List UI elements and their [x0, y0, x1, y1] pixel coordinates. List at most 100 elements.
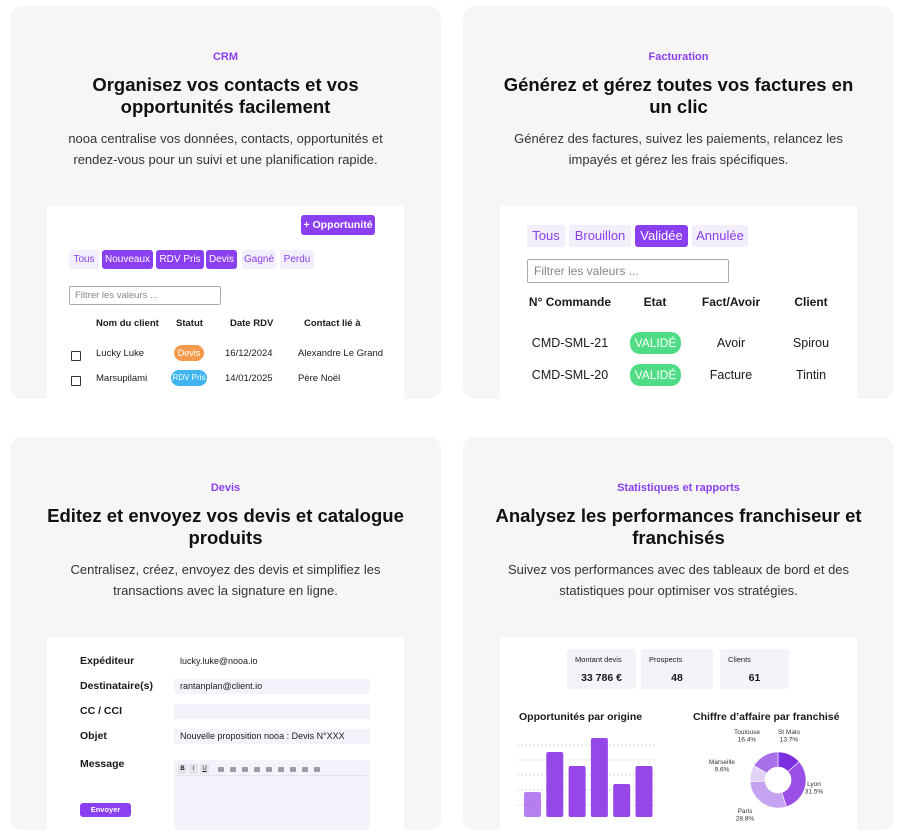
toolbar-icon	[278, 767, 284, 772]
preview-panel: + Opportunité Tous Nouveaux RDV Pris Devis Ga…	[47, 206, 404, 399]
card-title: Analysez les performances franchiseur et…	[495, 505, 862, 548]
filter-tab[interactable]: Tous	[69, 250, 99, 269]
filter-tab[interactable]: Nouveaux	[102, 250, 153, 269]
filter-tab[interactable]: Gagné	[242, 250, 276, 269]
field-label: Message	[80, 758, 125, 770]
table-header: Nom du client	[96, 318, 159, 329]
contact-name: Père Noël	[298, 373, 341, 384]
card-tag: CRM	[212, 51, 239, 63]
bar	[635, 766, 653, 817]
kpi-value: 33 786 €	[581, 672, 622, 684]
field-value[interactable]: rantanplan@client.io	[174, 679, 370, 694]
chart-title: Opportunités par origine	[519, 711, 643, 723]
filter-tab[interactable]: Tous	[527, 225, 565, 247]
kpi-label: Prospects	[649, 655, 683, 664]
toolbar-icon	[230, 767, 236, 772]
row-checkbox[interactable]	[71, 376, 81, 386]
send-button[interactable]: Envoyer	[80, 803, 131, 817]
toolbar-icon	[290, 767, 296, 772]
toolbar-icon	[242, 767, 248, 772]
contact-name: Alexandre Le Grand	[298, 348, 384, 359]
toolbar-icon	[218, 767, 224, 772]
field-value[interactable]: Nouvelle proposition nooa : Devis N°XXX	[174, 729, 370, 744]
feature-card: Devis Editez et envoyez vos devis et cata…	[10, 437, 441, 830]
card-tag: Devis	[210, 482, 241, 494]
field-value[interactable]	[174, 704, 370, 719]
table-header: Contact lié à	[304, 318, 361, 329]
chart-title: Chiffre d’affaire par franchisé	[693, 711, 840, 723]
filter-tab[interactable]: Devis	[206, 250, 237, 269]
status-badge: VALIDÉ	[630, 364, 681, 386]
document-type: Avoir	[716, 336, 746, 350]
bar	[613, 784, 631, 817]
card-description: Suivez vos performances avec des tableau…	[507, 562, 850, 598]
card-description: Générez des factures, suivez les paiemen…	[514, 131, 843, 167]
card-description: nooa centralise vos données, contacts, o…	[68, 131, 383, 167]
filter-tab[interactable]: Brouillon	[569, 225, 631, 247]
rdv-date: 14/01/2025	[225, 373, 273, 384]
status-badge: VALIDÉ	[630, 332, 681, 354]
kpi-value: 48	[671, 672, 683, 684]
feature-card: CRM Organisez vos contacts et vos opportu…	[10, 6, 441, 399]
filter-tab[interactable]: Validée	[635, 225, 688, 247]
field-label: CC / CCI	[80, 705, 122, 717]
card-description: Centralisez, créez, envoyez des devis et…	[70, 562, 381, 598]
table-header: N° Commande	[528, 295, 612, 309]
pie-segment	[753, 751, 779, 774]
table-header: Client	[794, 295, 828, 309]
card-tag: Statistiques et rapports	[617, 482, 740, 494]
filter-tab[interactable]: Annulée	[692, 225, 748, 247]
field-label: Expéditeur	[80, 655, 135, 667]
table-header: Statut	[176, 318, 203, 329]
toolbar-button[interactable]: U	[200, 764, 209, 774]
kpi-label: Clients	[728, 655, 751, 664]
pie-value-label: 28.8%	[736, 816, 755, 823]
kpi-card: Clients 61	[720, 649, 789, 689]
kpi-card: Prospects 48	[641, 649, 713, 689]
pie-value-label: 16.4%	[738, 737, 757, 744]
filter-input[interactable]: Filtrer les valeurs ...	[69, 286, 221, 305]
client-name: Tintin	[795, 368, 827, 382]
feature-card: Facturation Générez et gérez toutes vos f…	[463, 6, 894, 399]
kpi-label: Montant devis	[575, 655, 622, 664]
pie-label: Paris	[738, 808, 754, 815]
filter-tab[interactable]: RDV Pris	[156, 250, 204, 269]
client-name: Marsupilami	[96, 373, 148, 384]
toolbar-icon	[314, 767, 320, 772]
toolbar-button[interactable]: B	[178, 764, 187, 774]
pie-value-label: 9.6%	[715, 767, 730, 774]
add-opportunity-button[interactable]: + Opportunité	[301, 215, 375, 235]
pie-label: Marseille	[709, 759, 735, 766]
pie-segment	[749, 780, 787, 809]
status-badge: Devis	[174, 345, 204, 361]
table-header: Fact/Avoir	[701, 295, 761, 309]
client-name: Lucky Luke	[96, 348, 145, 359]
preview-panel: Montant devis 33 786 € Prospects 48 Clients 6…	[500, 637, 857, 830]
order-number: CMD-SML-21	[531, 336, 609, 350]
bar	[546, 752, 564, 817]
card-tag: Facturation	[648, 51, 709, 63]
editor-toolbar	[177, 764, 367, 776]
filter-input[interactable]: Filtrer les valeurs ...	[527, 259, 729, 283]
filter-tab[interactable]: Perdu	[280, 250, 314, 269]
toolbar-button[interactable]: I	[189, 764, 198, 774]
bar	[590, 738, 608, 817]
field-label: Destinataire(s)	[80, 680, 153, 692]
preview-panel: Expéditeur lucky.luke@nooa.io Destinataire…	[47, 637, 404, 830]
client-name: Spirou	[792, 336, 830, 350]
pie-label: Lyon	[807, 781, 821, 788]
card-title: Editez et envoyez vos devis et catalogue…	[47, 505, 404, 548]
bar	[568, 766, 586, 817]
status-badge: RDV Pris	[171, 370, 207, 386]
feature-card: Statistiques et rapports Analysez les per…	[463, 437, 894, 830]
field-label: Objet	[80, 730, 107, 742]
preview-panel: Tous Brouillon Validée Annulée Filtrer les v…	[500, 206, 857, 399]
pie-value-label: 13.7%	[780, 737, 799, 744]
field-value[interactable]: lucky.luke@nooa.io	[180, 656, 258, 666]
kpi-card: Montant devis 33 786 €	[567, 649, 636, 689]
row-checkbox[interactable]	[71, 351, 81, 361]
table-header: Etat	[643, 295, 667, 309]
